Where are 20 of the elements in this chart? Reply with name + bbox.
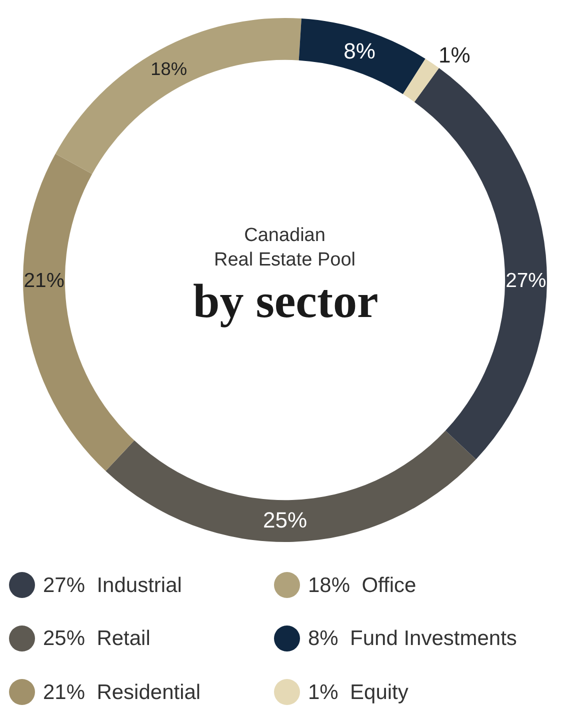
data-label: 8% — [344, 38, 376, 64]
legend-label: 18% Office — [308, 574, 416, 597]
legend-label: 21% Residential — [43, 681, 201, 704]
donut-slice — [55, 18, 302, 174]
donut-slice — [414, 68, 547, 460]
donut-slice — [298, 18, 426, 94]
legend-label: 25% Retail — [43, 627, 150, 650]
data-label: 21% — [24, 270, 64, 292]
donut-slice — [106, 430, 476, 542]
data-label: 18% — [150, 58, 188, 79]
legend-label: 1% Equity — [308, 681, 409, 704]
data-label: 25% — [262, 507, 308, 532]
data-label: 1% — [438, 42, 470, 68]
data-label: 27% — [506, 270, 546, 292]
legend-label: 8% Fund Investments — [308, 627, 517, 650]
donut-slice — [23, 154, 134, 471]
text: by sector — [193, 275, 378, 328]
donut-slice — [402, 58, 439, 102]
legend-label: 27% Industrial — [43, 574, 182, 597]
text: Canadian Real Estate Pool — [214, 225, 356, 271]
